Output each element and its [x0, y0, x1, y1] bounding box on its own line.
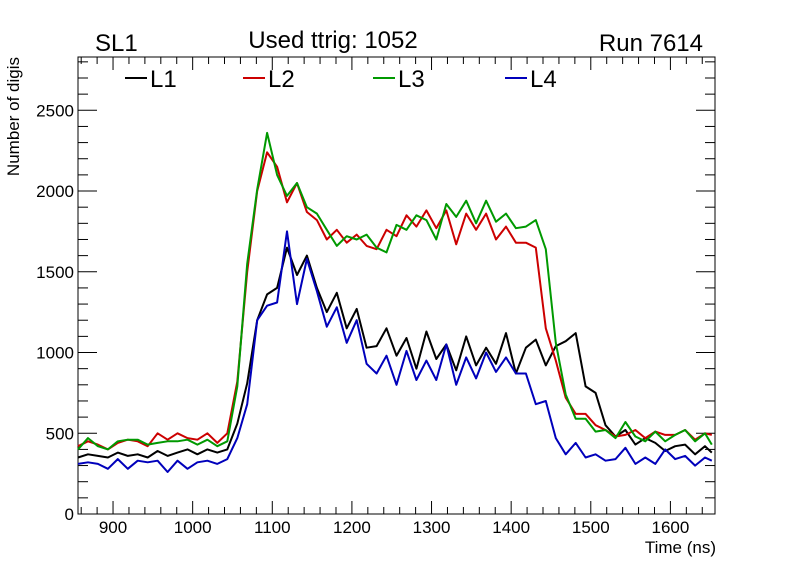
- x-tick-label: 900: [99, 518, 127, 537]
- series-layer: [77, 131, 713, 473]
- y-axis-title: Number of digis: [4, 57, 23, 176]
- x-tick-label: 1200: [333, 518, 371, 537]
- series-line-l2: [77, 151, 713, 451]
- series-line-l3: [77, 131, 713, 451]
- x-tick-label: 1500: [572, 518, 610, 537]
- axes-layer: 900 1000 1100 1200 1300 1400 1500 1600 0 500 1000 1…: [36, 57, 715, 537]
- legend-label-l3: L3: [398, 66, 425, 93]
- y-tick-label: 500: [46, 424, 74, 443]
- series-line-l1: [77, 246, 713, 459]
- legend: L1 L2 L3 L4: [125, 66, 557, 93]
- y-tick-label: 2000: [36, 182, 74, 201]
- panel-label: SL1: [95, 30, 138, 57]
- y-tick-label: 1000: [36, 344, 74, 363]
- y-tick-label: 1500: [36, 263, 74, 282]
- y-tick-label: 2500: [36, 101, 74, 120]
- plot-frame: [77, 56, 716, 515]
- x-tick-label: 1600: [651, 518, 689, 537]
- x-tick-label: 1400: [492, 518, 530, 537]
- chart-title: Used ttrig: 1052: [248, 27, 417, 54]
- y-tick-label: 0: [65, 505, 74, 524]
- x-tick-label: 1100: [254, 518, 291, 537]
- x-tick-label: 1000: [174, 518, 212, 537]
- run-label: Run 7614: [599, 30, 703, 57]
- x-axis-title: Time (ns): [645, 538, 716, 557]
- series-line-l4: [77, 230, 713, 473]
- legend-label-l4: L4: [530, 66, 557, 93]
- legend-label-l1: L1: [150, 66, 177, 93]
- x-tick-label: 1300: [413, 518, 451, 537]
- legend-label-l2: L2: [268, 66, 295, 93]
